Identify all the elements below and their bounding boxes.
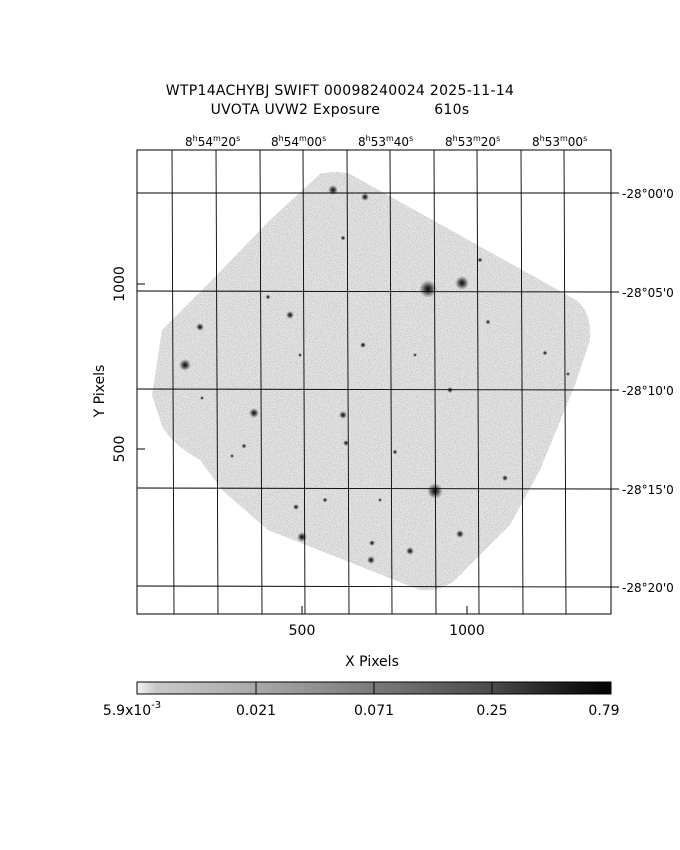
star: [200, 396, 204, 400]
star: [340, 235, 346, 241]
coordinate-grid: [137, 150, 611, 614]
star: [477, 257, 483, 263]
star: [406, 547, 414, 555]
star: [542, 350, 548, 356]
star: [179, 359, 191, 371]
star: [367, 556, 375, 564]
dec-tick-labels: -28°00'0 -28°05'0 -28°10'0 -28°15'0 -28°…: [611, 187, 674, 595]
star: [456, 530, 464, 538]
x-axis-title: X Pixels: [345, 654, 399, 670]
star: [297, 532, 307, 542]
star: [249, 408, 259, 418]
ra-tick-label: 8h53m20s: [445, 134, 500, 149]
colorbar: 5.9x10-3 0.021 0.071 0.25 0.79: [103, 681, 620, 719]
star: [286, 311, 294, 319]
y-tick-labels: 500 1000: [112, 266, 128, 462]
colorbar-label: 0.021: [236, 703, 276, 719]
star: [392, 449, 398, 455]
stars: [179, 185, 570, 564]
star: [328, 185, 338, 195]
instrument-label: UVOTA UVW2 Exposure: [210, 102, 381, 118]
colorbar-label: 5.9x10-3: [103, 700, 161, 719]
colorbar-label: 0.071: [354, 703, 394, 719]
ra-tick-labels: 8h54m20s 8h54m00s 8h53m40s 8h53m20s 8h53…: [185, 134, 587, 149]
x-tick-labels: 500 1000: [289, 623, 485, 639]
star: [502, 475, 508, 481]
colorbar-label: 0.79: [588, 703, 619, 719]
plot-frame: [136, 149, 612, 615]
y-axis-title: Y Pixels: [92, 364, 108, 418]
ra-tick-label: 8h54m20s: [185, 134, 240, 149]
y-tick-label: 1000: [112, 266, 128, 302]
x-tick-label: 500: [289, 623, 316, 639]
ra-tick-label: 8h53m00s: [532, 134, 587, 149]
exposure-label: 610s: [434, 102, 470, 118]
star: [322, 497, 328, 503]
star: [378, 498, 382, 502]
star: [413, 353, 417, 357]
star: [343, 440, 349, 446]
star: [485, 319, 491, 325]
dec-tick-label: -28°00'0: [622, 187, 674, 201]
x-tick-label: 1000: [449, 623, 485, 639]
star: [361, 193, 369, 201]
star: [298, 353, 302, 357]
star: [241, 443, 247, 449]
ra-tick-label: 8h54m00s: [271, 134, 326, 149]
star: [455, 276, 469, 290]
star: [196, 323, 204, 331]
star: [427, 483, 443, 499]
star: [230, 454, 234, 458]
colorbar-label: 0.25: [476, 703, 507, 719]
dec-tick-label: -28°05'0: [622, 286, 674, 300]
image-subtitle: UVOTA UVW2 Exposure 610s: [0, 102, 680, 118]
dec-tick-label: -28°10'0: [622, 384, 674, 398]
star: [360, 342, 366, 348]
star: [339, 411, 347, 419]
dec-tick-label: -28°15'0: [622, 483, 674, 497]
image-title: WTP14ACHYBJ SWIFT 00098240024 2025-11-14: [165, 83, 515, 99]
pixel-axis-ticks: [137, 283, 468, 614]
star: [265, 294, 271, 300]
dec-tick-label: -28°20'0: [622, 581, 674, 595]
ra-tick-label: 8h53m40s: [358, 134, 413, 149]
star: [419, 280, 437, 298]
y-tick-label: 500: [112, 436, 128, 463]
star: [566, 372, 570, 376]
star: [293, 504, 299, 510]
star: [369, 540, 375, 546]
